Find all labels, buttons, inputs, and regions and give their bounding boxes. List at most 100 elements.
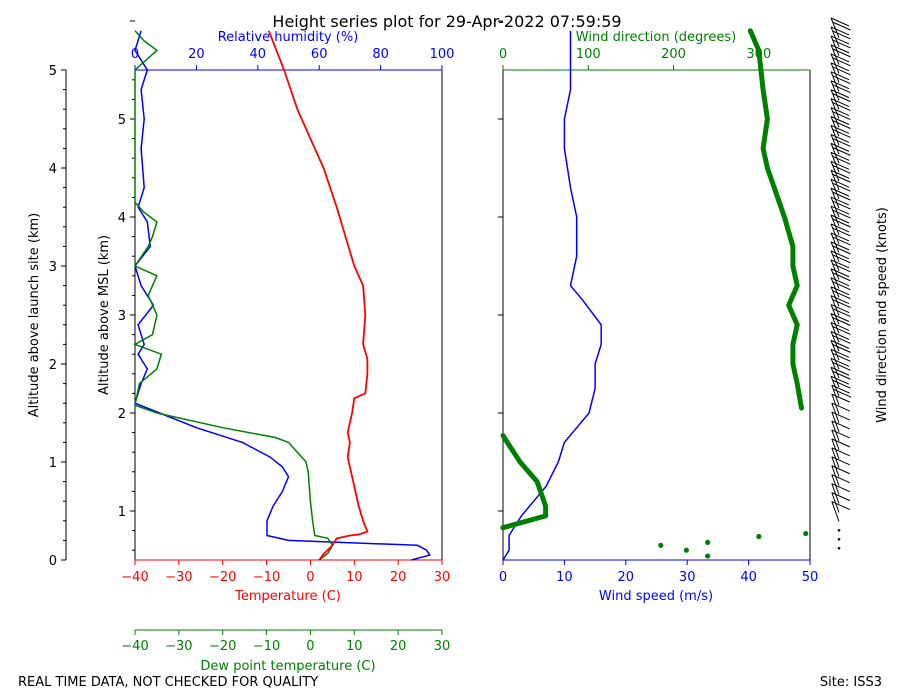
inner-y-axis-label: Altitude above MSL (km)	[97, 235, 112, 395]
wind-speed-tick-label: 20	[618, 570, 635, 585]
wind-barb-feather	[830, 107, 850, 117]
wind-barbs	[830, 17, 852, 550]
agl-tick-label: 3	[49, 260, 57, 275]
wind-barb-feather	[831, 411, 850, 421]
msl-tick-label: 2	[118, 407, 126, 422]
wind-barb-feather	[830, 80, 850, 90]
wind-barb-feather	[830, 357, 850, 367]
wind-barb-staff	[830, 26, 840, 47]
wind-barb-staff	[830, 196, 840, 218]
wind-barb-staff	[830, 259, 840, 280]
wind-direction-point	[803, 530, 809, 537]
wind-barb-staff	[831, 429, 840, 450]
wind-barb-staff	[830, 277, 840, 298]
wind-barb-feather	[832, 245, 851, 255]
wind-barb-feather	[832, 66, 851, 76]
wind-direction-tick-label: 100	[576, 47, 601, 62]
wind-barb-calm	[837, 546, 841, 550]
wind-speed-axis-label: Wind speed (m/s)	[599, 589, 713, 604]
wind-speed-tick-label: 40	[740, 570, 757, 585]
wind-barb-staff	[831, 402, 840, 424]
wind-barb-feather	[830, 160, 850, 170]
wind-barb-feather	[830, 169, 850, 179]
wind-barb-feather	[832, 370, 851, 380]
wind-barb-feather	[831, 447, 850, 457]
dewpoint-tick-label: −10	[253, 639, 280, 654]
msl-tick-label: 5	[118, 113, 126, 128]
wind-barb-feather	[830, 187, 850, 197]
wind-barb-feather	[830, 142, 850, 152]
wind-barb-staff	[830, 143, 840, 164]
wind-barb-feather	[832, 164, 851, 174]
wind-barb-staff	[830, 187, 840, 209]
wind-barb-feather	[830, 214, 850, 224]
wind-panel: 0 10 20 30 40 500 100 200 300	[498, 20, 818, 585]
wind-barb-staff	[830, 331, 840, 352]
rh-tick-label: 0	[131, 47, 139, 62]
wind-barb-staff	[830, 62, 840, 83]
wind-barb-feather	[832, 299, 851, 309]
wind-barb-staff	[830, 80, 840, 101]
wind-barb-staff	[830, 107, 840, 128]
wind-barb-feather	[832, 343, 851, 353]
wind-barb-feather	[832, 352, 851, 362]
wind-barb-feather	[832, 84, 851, 94]
wind-direction-axis-label: Wind direction (degrees)	[576, 30, 736, 45]
agl-tick-label: 5	[49, 64, 57, 79]
wind-barb-staff	[830, 134, 840, 155]
agl-tick-label: 2	[49, 358, 57, 373]
wind-barb-feather	[832, 281, 851, 291]
temperature-tick-label: −20	[209, 570, 236, 585]
wind-barb-staff	[830, 89, 840, 110]
wind-barb-staff	[831, 411, 840, 432]
wind-barb-feather	[830, 313, 850, 322]
rh-line	[134, 30, 431, 561]
wind-barb-staff	[830, 44, 840, 65]
wind-barb-feather	[832, 272, 851, 282]
wind-barb-feather	[832, 173, 851, 183]
wind-barb-feather	[832, 182, 851, 192]
chart-title: Height series plot for 29-Apr-2022 07:59…	[272, 12, 621, 31]
wind-barb-feather	[830, 205, 850, 215]
wind-barb-feather	[830, 133, 850, 143]
temperature-tick-label: 30	[434, 570, 451, 585]
data-quality-note: REAL TIME DATA, NOT CHECKED FOR QUALITY	[18, 675, 318, 690]
wind-barb-staff	[830, 250, 840, 271]
wind-barb-feather	[832, 334, 851, 344]
wind-barb-feather	[831, 393, 850, 403]
wind-barb-staff	[831, 420, 840, 441]
wind-barb-feather	[830, 196, 850, 206]
wind-barb-staff	[830, 179, 840, 200]
wind-speed-tick-label: 0	[499, 570, 507, 585]
wind-direction-tick-label: 0	[499, 47, 507, 62]
rh-tick-label: 60	[311, 47, 328, 62]
wind-barb-feather	[830, 223, 850, 233]
wind-barb-feather	[830, 268, 850, 278]
msl-tick-label: 4	[118, 211, 126, 226]
outer-y-axis-label: Altitude above launch site (km)	[27, 213, 42, 417]
wind-barb-staff	[831, 456, 840, 477]
agl-tick-label: 1	[49, 456, 57, 471]
wind-barb-staff	[830, 116, 840, 137]
wind-barb-feather	[830, 322, 850, 331]
wind-barb-feather	[831, 474, 850, 484]
wind-barb-feather	[832, 290, 851, 300]
wind-barb-feather	[830, 286, 850, 296]
wind-barb-staff	[830, 205, 840, 227]
wind-barb-staff	[830, 53, 840, 74]
wind-barb-feather	[830, 178, 850, 188]
wind-barb-staff	[830, 170, 840, 191]
wind-barb-staff	[830, 223, 840, 244]
msl-tick-label: 1	[118, 505, 126, 520]
wind-barb-feather	[831, 429, 850, 439]
wind-barb-staff	[831, 492, 840, 513]
rh-axis-label: Relative humidity (%)	[218, 30, 359, 45]
wind-barb-feather	[832, 200, 851, 210]
wind-barb-feather	[830, 125, 850, 134]
wind-barb-feather	[830, 366, 850, 376]
wind-barb-feather	[831, 456, 850, 466]
wind-barb-staff	[831, 447, 840, 468]
temperature-axis-label: Temperature (C)	[234, 589, 341, 604]
wind-barb-feather	[830, 348, 850, 358]
dewpoint-axis-label: Dew point temperature (C)	[200, 659, 375, 674]
